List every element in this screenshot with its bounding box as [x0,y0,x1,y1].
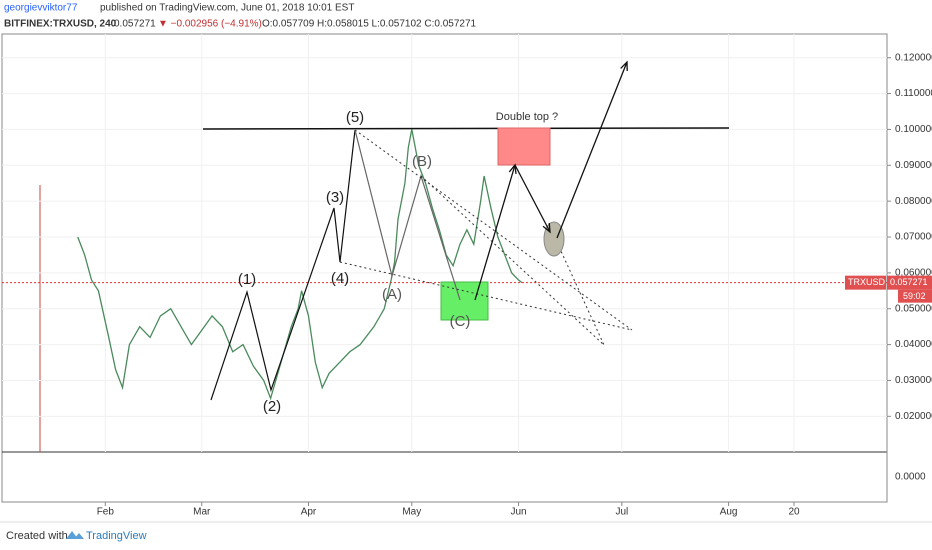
impulse [210,129,356,401]
arrow-head [542,222,551,234]
price-tag-bg [887,275,932,290]
annotation: (2) [263,398,281,415]
footer-brand[interactable]: TradingView [86,530,147,542]
annotation: (3) [326,189,344,206]
annotation: (1) [238,271,256,288]
x-tick-label: Aug [720,507,738,518]
countdown-bg [898,289,932,303]
dotted-trend [354,129,633,331]
ohlc: O:0.057709 H:0.058015 L:0.057102 C:0.057… [262,19,477,30]
x-tick-label: Mar [193,507,211,518]
price-tag-name: TRXUSD [848,277,886,287]
logo [66,531,84,539]
x-tick-label: Feb [97,507,115,518]
annotation: (5) [346,109,364,126]
footer-created: Created with [6,530,68,542]
x-tick-label: Jul [615,507,628,518]
dotted-trend [420,175,605,346]
author[interactable]: georgievviktor77 [4,3,78,14]
symbol: BITFINEX:TRXUSD, 240 [4,19,117,30]
pane-frame [1,33,888,503]
published: published on TradingView.com, June 01, 2… [100,3,354,14]
change: ▼ −0.002956 (−4.91%) [158,19,262,30]
annotation: (B) [412,153,432,170]
x-tick-label: Jun [510,507,526,518]
lower-pane-tick: 0.0000 [895,472,926,483]
y-tick-label: 0.020000 [895,411,932,422]
annotation: (A) [382,286,402,303]
annotation: (C) [450,313,471,330]
countdown: 59:02 [903,291,926,301]
x-tick-label: May [402,507,421,518]
arrow [474,164,516,301]
x-tick-label: Apr [301,507,317,518]
last: 0.057271 [114,19,156,30]
price-line [77,129,523,401]
correction [354,129,461,301]
resistance [202,127,730,130]
buy-box [440,281,489,321]
price-tag: 0.057271 [890,277,928,287]
arrow-head [620,60,628,72]
y-tick-label: 0.110000 [895,88,932,99]
annotation: Double top ? [496,111,558,123]
annotation: (4) [331,270,349,287]
x-tick-label: 20 [788,507,800,518]
arrow [556,61,628,239]
arrow [514,164,551,233]
target-box [497,127,551,166]
price-tag-name-bg [845,275,886,290]
